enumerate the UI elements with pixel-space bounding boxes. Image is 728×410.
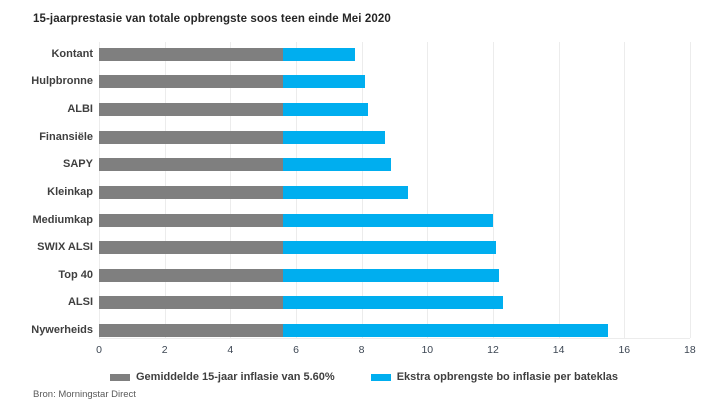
x-tick-label: 18 bbox=[684, 344, 696, 356]
bar-segment-extra-return bbox=[282, 47, 355, 61]
bar-segment-extra-return bbox=[282, 102, 369, 116]
bar-segment-extra-return bbox=[282, 213, 493, 227]
x-tick-label: 10 bbox=[421, 344, 434, 356]
bar-segment-inflation bbox=[99, 102, 283, 116]
bar-segment-inflation bbox=[99, 158, 283, 172]
legend-label-inflation: Gemiddelde 15-jaar inflasie van 5.60% bbox=[135, 371, 335, 383]
bar-segment-inflation bbox=[99, 324, 283, 338]
legend-item-inflation: Gemiddelde 15-jaar inflasie van 5.60% bbox=[109, 371, 335, 383]
x-tick-label: 12 bbox=[487, 344, 499, 356]
gridline bbox=[624, 42, 626, 338]
x-tick-label: 2 bbox=[161, 344, 168, 356]
category-label: Kontant bbox=[51, 47, 93, 60]
x-axis-line bbox=[99, 338, 690, 339]
category-label: Finansiële bbox=[39, 130, 93, 143]
bar-segment-extra-return bbox=[282, 241, 497, 255]
bar-segment-extra-return bbox=[282, 130, 385, 144]
x-tick-label: 14 bbox=[552, 344, 565, 356]
bar-segment-extra-return bbox=[282, 75, 365, 89]
bar-segment-inflation bbox=[99, 185, 283, 199]
bar-segment-extra-return bbox=[282, 268, 500, 282]
category-label: ALBI bbox=[67, 102, 93, 115]
category-label: SAPY bbox=[63, 158, 93, 171]
gridline bbox=[558, 42, 560, 338]
category-label: Kleinkap bbox=[47, 185, 93, 198]
bar-segment-extra-return bbox=[282, 324, 608, 338]
gridline bbox=[493, 42, 494, 338]
category-label: SWIX ALSI bbox=[37, 241, 93, 254]
bar-segment-inflation bbox=[99, 75, 283, 89]
bar-segment-inflation bbox=[99, 241, 283, 255]
category-label: Top 40 bbox=[58, 268, 93, 281]
bar-segment-extra-return bbox=[282, 158, 392, 172]
bar-segment-inflation bbox=[99, 268, 283, 282]
chart-title: 15-jaarprestasie van totale opbrengste s… bbox=[33, 13, 391, 25]
gridline bbox=[689, 42, 691, 338]
x-tick-label: 6 bbox=[293, 344, 299, 356]
category-label: Nywerheids bbox=[31, 324, 93, 337]
x-tick-label: 0 bbox=[96, 344, 102, 356]
legend: Gemiddelde 15-jaar inflasie van 5.60% Ek… bbox=[0, 371, 728, 383]
bar-segment-extra-return bbox=[282, 185, 408, 199]
x-tick-label: 4 bbox=[227, 344, 234, 356]
bar-segment-inflation bbox=[99, 47, 283, 61]
category-label: ALSI bbox=[67, 296, 93, 309]
legend-label-extra: Ekstra opbrengste bo inflasie per batekl… bbox=[396, 371, 618, 383]
source-note: Bron: Morningstar Direct bbox=[33, 389, 136, 400]
legend-item-extra: Ekstra opbrengste bo inflasie per batekl… bbox=[370, 371, 618, 383]
gridline bbox=[427, 42, 429, 338]
x-tick-label: 16 bbox=[618, 344, 631, 356]
bar-segment-inflation bbox=[99, 296, 283, 310]
bar-segment-inflation bbox=[99, 213, 283, 227]
inflation-swatch-icon bbox=[109, 373, 130, 381]
extra-return-swatch-icon bbox=[370, 373, 391, 381]
bar-segment-inflation bbox=[99, 130, 283, 144]
bar-segment-extra-return bbox=[282, 296, 503, 310]
x-tick-label: 8 bbox=[358, 344, 365, 356]
category-label: Hulpbronne bbox=[31, 75, 93, 88]
category-label: Mediumkap bbox=[32, 213, 93, 226]
